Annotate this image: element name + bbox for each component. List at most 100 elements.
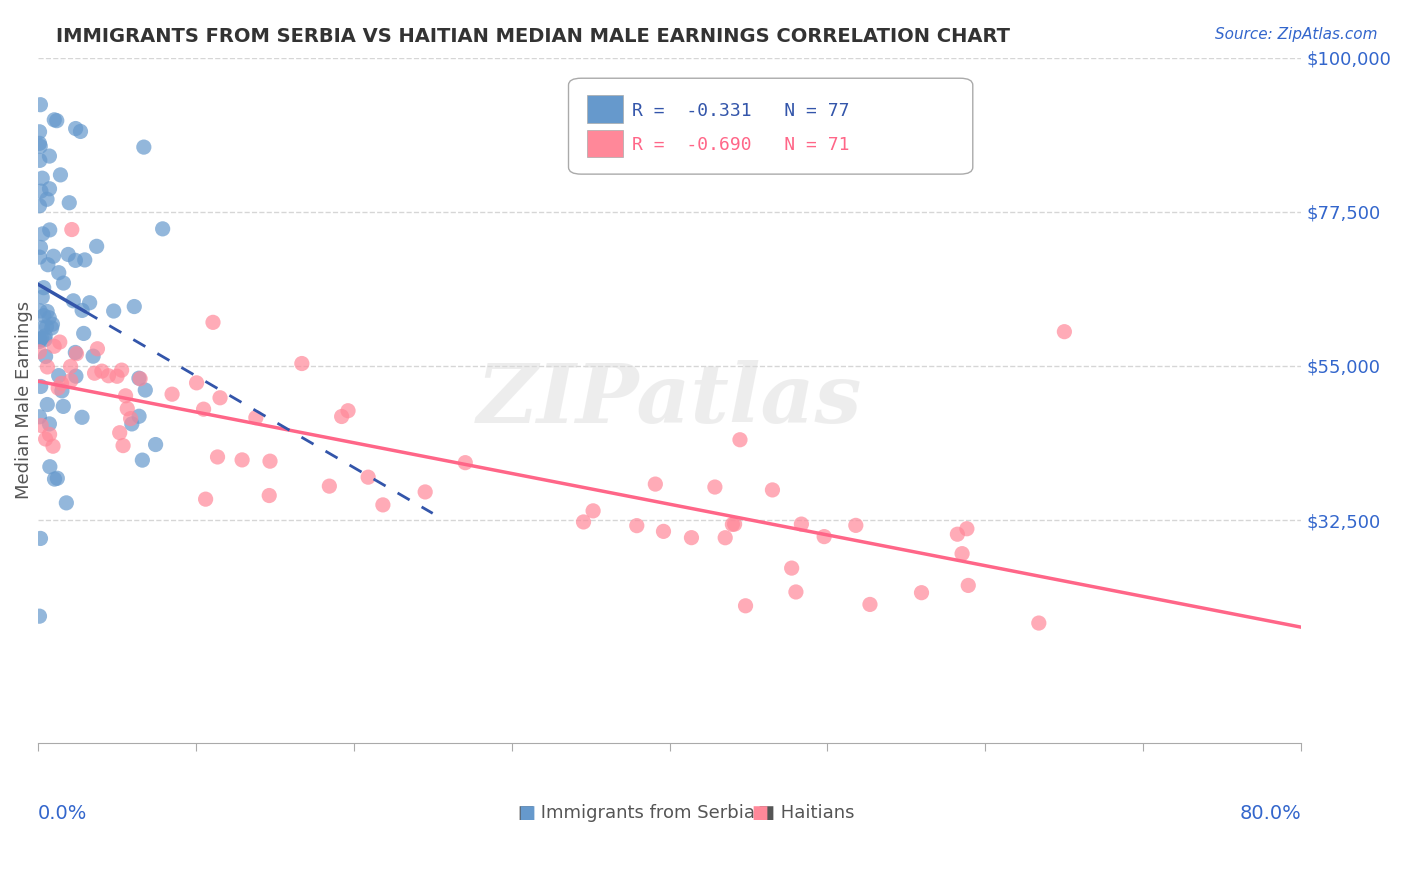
Immigrants from Serbia [48,368,70,383]
Immigrants from Serbia [70,410,93,425]
Immigrants from Serbia [45,113,67,128]
Haitians [357,470,380,484]
Haitians [194,492,217,507]
Immigrants from Serbia [128,409,150,424]
Immigrants from Serbia [28,334,51,349]
Text: ZIPatlas: ZIPatlas [477,360,862,440]
Immigrants from Serbia [52,276,75,290]
Immigrants from Serbia [28,153,51,168]
Haitians [761,483,783,497]
Haitians [193,402,215,417]
Haitians [83,366,105,380]
Haitians [105,369,128,384]
Text: 80.0%: 80.0% [1240,805,1302,823]
Bar [588,129,623,157]
Text: ■ Immigrants from Serbia: ■ Immigrants from Serbia [517,805,755,822]
Haitians [723,517,745,532]
Immigrants from Serbia [79,295,101,310]
Haitians [644,477,666,491]
Haitians [956,522,979,536]
Immigrants from Serbia [121,417,143,431]
Haitians [34,432,56,446]
Immigrants from Serbia [65,345,87,359]
Haitians [257,489,280,503]
Immigrants from Serbia [41,321,63,335]
Immigrants from Serbia [62,293,84,308]
Haitians [859,598,882,612]
Immigrants from Serbia [28,199,51,213]
Haitians [60,222,83,236]
Haitians [454,456,477,470]
Text: ■: ■ [752,805,769,822]
Haitians [780,561,803,575]
Immigrants from Serbia [46,471,69,485]
Immigrants from Serbia [31,331,53,345]
Immigrants from Serbia [65,369,87,384]
Immigrants from Serbia [38,149,60,163]
Haitians [957,578,980,592]
Immigrants from Serbia [128,371,150,385]
Haitians [259,454,281,468]
Text: ■: ■ [517,805,534,822]
Haitians [572,515,595,529]
Haitians [703,480,725,494]
Immigrants from Serbia [28,409,51,424]
Haitians [714,531,737,545]
Haitians [37,359,59,374]
Y-axis label: Median Male Earnings: Median Male Earnings [15,301,32,500]
Haitians [46,381,69,395]
Immigrants from Serbia [131,453,153,467]
Immigrants from Serbia [30,97,52,112]
Haitians [207,450,229,464]
Immigrants from Serbia [35,319,58,334]
Haitians [371,498,394,512]
Immigrants from Serbia [86,239,108,253]
Immigrants from Serbia [30,139,52,153]
Haitians [231,453,253,467]
Immigrants from Serbia [122,300,145,314]
Haitians [337,403,360,417]
Immigrants from Serbia [48,266,70,280]
Haitians [330,409,353,424]
Immigrants from Serbia [42,249,65,263]
Text: IMMIGRANTS FROM SERBIA VS HAITIAN MEDIAN MALE EARNINGS CORRELATION CHART: IMMIGRANTS FROM SERBIA VS HAITIAN MEDIAN… [56,27,1011,45]
Immigrants from Serbia [51,384,73,398]
Haitians [652,524,675,539]
Immigrants from Serbia [37,304,59,318]
Immigrants from Serbia [38,223,60,237]
Immigrants from Serbia [34,328,56,343]
Immigrants from Serbia [65,121,87,136]
Haitians [582,504,605,518]
Immigrants from Serbia [55,496,77,510]
Immigrants from Serbia [28,250,51,264]
Immigrants from Serbia [34,350,56,364]
Immigrants from Serbia [37,398,59,412]
Text: R =  -0.331   N = 77: R = -0.331 N = 77 [631,103,849,120]
Haitians [721,517,744,532]
Text: ■ Haitians: ■ Haitians [758,805,855,822]
Haitians [681,531,703,545]
Immigrants from Serbia [28,609,51,624]
Haitians [413,485,436,500]
Text: 0.0%: 0.0% [38,805,87,823]
Immigrants from Serbia [28,333,51,347]
Immigrants from Serbia [31,37,53,51]
Haitians [28,344,51,359]
Immigrants from Serbia [35,192,58,206]
Haitians [734,599,756,613]
Haitians [785,585,807,599]
Immigrants from Serbia [38,459,60,474]
Haitians [120,411,142,425]
Haitians [291,357,314,371]
Haitians [30,418,52,433]
Bar [588,95,623,123]
Immigrants from Serbia [103,304,125,318]
Immigrants from Serbia [30,240,52,254]
Immigrants from Serbia [32,309,55,323]
Haitians [117,401,139,416]
Haitians [129,372,152,386]
Haitians [626,518,648,533]
Haitians [97,368,120,383]
FancyBboxPatch shape [568,78,973,174]
Immigrants from Serbia [28,304,51,318]
